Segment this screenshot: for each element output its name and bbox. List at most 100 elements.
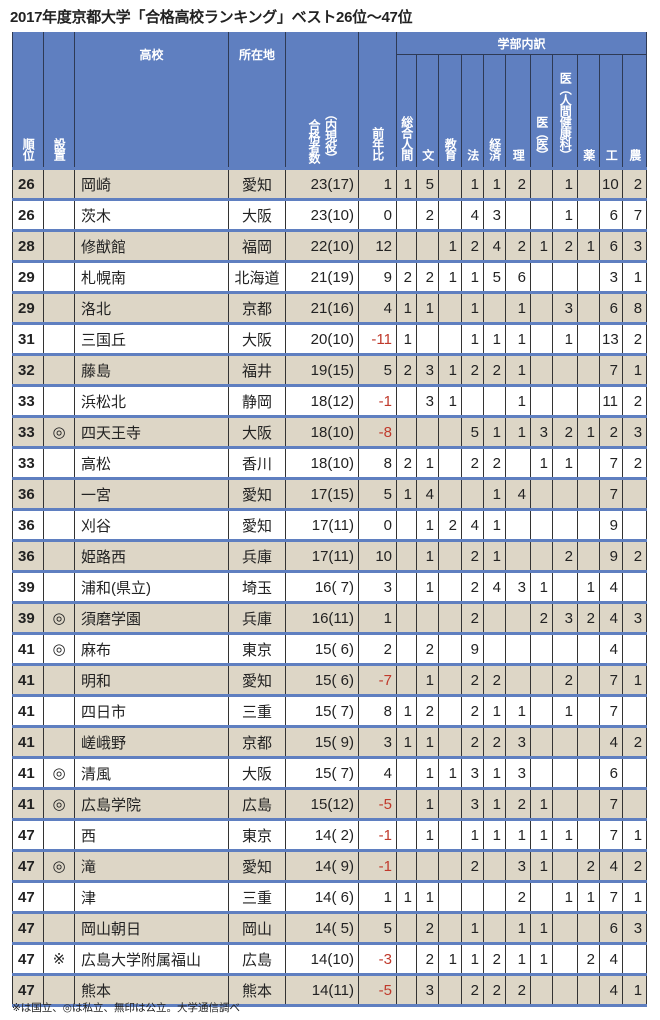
faculty-cell [396, 663, 417, 696]
header-type-label: 設置 [52, 138, 67, 160]
faculty-cell: 1 [416, 291, 439, 324]
faculty-cell [438, 570, 462, 603]
table-row: 47 ◎ 滝 愛知 14( 9) -1 2 3 1 2 4 2 [12, 849, 648, 882]
passers-cell: 19(15) [285, 353, 359, 386]
header-passers: 合格者数 （内現役） [285, 32, 359, 169]
faculty-cell: 2 [396, 260, 417, 293]
header-faculty: 工 [599, 54, 623, 169]
passers-cell: 17(15) [285, 477, 359, 510]
faculty-cell [621, 756, 648, 789]
faculty-cell [577, 725, 600, 758]
faculty-cell [621, 942, 648, 975]
change-cell: 1 [358, 880, 397, 913]
faculty-cell [396, 632, 417, 665]
type-cell [43, 725, 75, 758]
rank-cell: 36 [12, 539, 44, 572]
faculty-cell: 1 [483, 539, 506, 572]
faculty-cell [438, 601, 462, 634]
rank-cell: 36 [12, 508, 44, 541]
faculty-cell [621, 570, 648, 603]
faculty-cell [461, 477, 484, 510]
faculty-cell [530, 384, 553, 417]
table-row: 33 浜松北 静岡 18(12) -1 3 1 1 11 2 [12, 384, 648, 417]
faculty-cell [505, 508, 531, 541]
faculty-cell: 2 [461, 849, 484, 882]
passers-cell: 18(10) [285, 415, 359, 448]
change-cell: 5 [358, 353, 397, 386]
faculty-cell [577, 198, 600, 231]
faculty-cell: 1 [438, 260, 462, 293]
change-cell: 1 [358, 601, 397, 634]
faculty-cell [416, 229, 439, 262]
passers-cell: 14( 2) [285, 818, 359, 851]
faculty-cell: 2 [416, 911, 439, 944]
school-cell: 明和 [74, 663, 229, 696]
change-cell: -11 [358, 322, 397, 355]
faculty-cell: 1 [577, 229, 600, 262]
faculty-cell [396, 198, 417, 231]
faculty-cell: 1 [505, 353, 531, 386]
rank-cell: 33 [12, 446, 44, 479]
faculty-cell: 2 [461, 601, 484, 634]
header-faculty-group: 学部内訳 [395, 32, 648, 55]
faculty-cell [438, 167, 462, 200]
header-faculty-label: 農 [627, 149, 642, 160]
faculty-cell: 1 [577, 880, 600, 913]
faculty-cell [577, 353, 600, 386]
prefecture-cell: 三重 [228, 880, 286, 913]
school-cell: 姫路西 [74, 539, 229, 572]
faculty-cell: 9 [599, 508, 623, 541]
faculty-cell [483, 291, 506, 324]
faculty-cell [438, 477, 462, 510]
passers-cell: 14( 6) [285, 880, 359, 913]
rank-cell: 41 [12, 725, 44, 758]
faculty-cell: 3 [416, 384, 439, 417]
faculty-cell [396, 787, 417, 820]
faculty-cell: 1 [505, 322, 531, 355]
faculty-cell [621, 508, 648, 541]
faculty-cell: 1 [483, 787, 506, 820]
faculty-cell: 1 [438, 384, 462, 417]
faculty-cell: 1 [552, 694, 578, 727]
change-cell: -1 [358, 849, 397, 882]
faculty-cell [505, 663, 531, 696]
passers-cell: 16(11) [285, 601, 359, 634]
faculty-cell [438, 632, 462, 665]
change-cell: -8 [358, 415, 397, 448]
faculty-cell: 1 [483, 818, 506, 851]
prefecture-cell: 愛知 [228, 663, 286, 696]
faculty-cell: 1 [416, 725, 439, 758]
school-cell: 麻布 [74, 632, 229, 665]
faculty-cell: 1 [416, 508, 439, 541]
type-cell: ◎ [43, 756, 75, 789]
faculty-cell: 9 [461, 632, 484, 665]
page-title: 2017年度京都大学「合格高校ランキング」ベスト26位～47位 [10, 9, 413, 26]
faculty-cell: 7 [599, 818, 623, 851]
prefecture-cell: 兵庫 [228, 539, 286, 572]
faculty-cell: 8 [621, 291, 648, 324]
faculty-cell: 1 [621, 260, 648, 293]
faculty-cell: 2 [505, 880, 531, 913]
faculty-cell [438, 694, 462, 727]
rank-cell: 39 [12, 570, 44, 603]
faculty-cell [530, 694, 553, 727]
faculty-cell: 1 [483, 756, 506, 789]
faculty-cell: 3 [416, 973, 439, 1007]
faculty-cell: 1 [396, 694, 417, 727]
school-cell: 洛北 [74, 291, 229, 324]
header-faculty: 医（医） [530, 54, 553, 169]
passers-cell: 18(10) [285, 446, 359, 479]
faculty-cell [552, 384, 578, 417]
faculty-cell [438, 973, 462, 1007]
faculty-cell: 5 [483, 260, 506, 293]
faculty-cell: 1 [461, 291, 484, 324]
school-cell: 四天王寺 [74, 415, 229, 448]
faculty-cell [396, 415, 417, 448]
faculty-cell: 3 [621, 415, 648, 448]
faculty-cell: 2 [416, 942, 439, 975]
